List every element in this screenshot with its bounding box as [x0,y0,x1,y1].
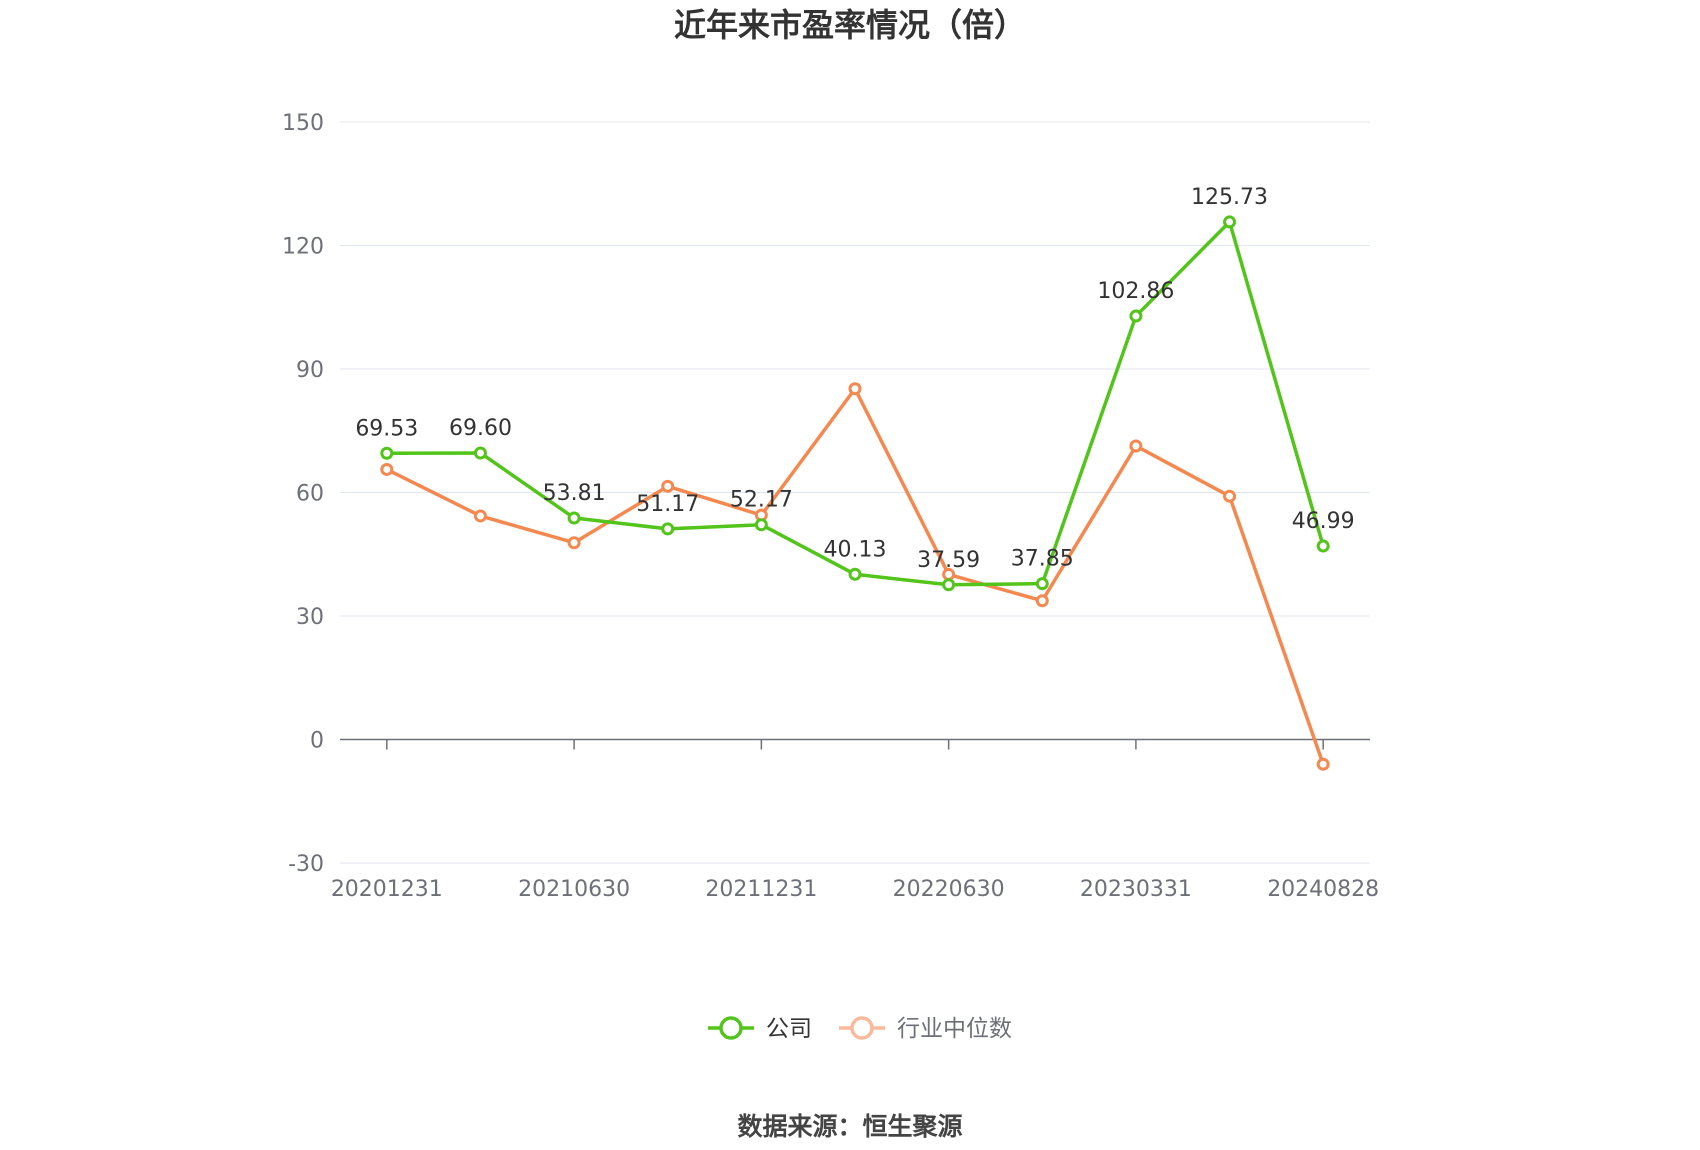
data-point [661,522,675,536]
y-tick-label: 60 [296,482,324,507]
data-point [1316,757,1330,771]
data-point [567,511,581,525]
data-labels: 69.53 69.60 53.81 51.17 52.17 40.13 37.59 37.85… [355,185,1354,573]
x-tick-label: 20201231 [331,877,443,902]
data-point [848,567,862,581]
data-point [473,446,487,460]
data-point [1316,539,1330,553]
x-tick-label: 20211231 [705,877,817,902]
y-tick-label: 90 [296,358,324,383]
y-tick-label: -30 [288,852,324,877]
data-point [567,536,581,550]
series-layer [380,215,1330,771]
data-label: 53.81 [543,481,606,506]
data-label: 125.73 [1191,185,1268,210]
data-point [754,518,768,532]
data-label: 37.59 [917,548,980,573]
data-point [942,578,956,592]
data-point [1129,439,1143,453]
data-point [661,479,675,493]
legend-marker [719,1016,743,1040]
data-label: 69.60 [449,416,512,441]
data-label: 69.53 [355,416,418,441]
x-tick-label: 20210630 [518,877,630,902]
legend-item-0[interactable]: 公司 [708,1016,812,1042]
y-tick-label: 30 [296,605,324,630]
legend-label: 行业中位数 [897,1016,1012,1042]
data-source: 数据来源：恒生聚源 [737,1112,962,1141]
data-point [1223,489,1237,503]
y-tick-label: 150 [282,111,324,136]
x-tick-label: 20220630 [893,877,1005,902]
y-tick-label: 0 [310,729,324,754]
legend-marker [850,1016,874,1040]
data-point [848,382,862,396]
data-label: 52.17 [730,488,793,513]
grid-lines [340,121,1370,864]
legend[interactable]: 公司 行业中位数 [708,1016,1012,1042]
data-point [1035,577,1049,591]
data-label: 37.85 [1011,547,1074,572]
data-label: 46.99 [1292,509,1355,534]
data-point [473,509,487,523]
data-label: 40.13 [824,537,887,562]
legend-label: 公司 [766,1016,812,1042]
y-tick-label: 120 [282,235,324,260]
data-point [1035,594,1049,608]
data-label: 102.86 [1097,279,1174,304]
data-point [1223,215,1237,229]
data-point [380,462,394,476]
data-point [1129,309,1143,323]
axes: -30 0 30 60 90 120 150 20201231 20210630 20211231… [282,111,1379,902]
data-point [380,446,394,460]
data-label: 51.17 [636,492,699,517]
x-tick-label: 20240828 [1267,877,1379,902]
x-tick-label: 20230331 [1080,877,1192,902]
chart-title: 近年来市盈率情况（倍） [674,6,1026,44]
legend-item-1[interactable]: 行业中位数 [839,1016,1012,1042]
